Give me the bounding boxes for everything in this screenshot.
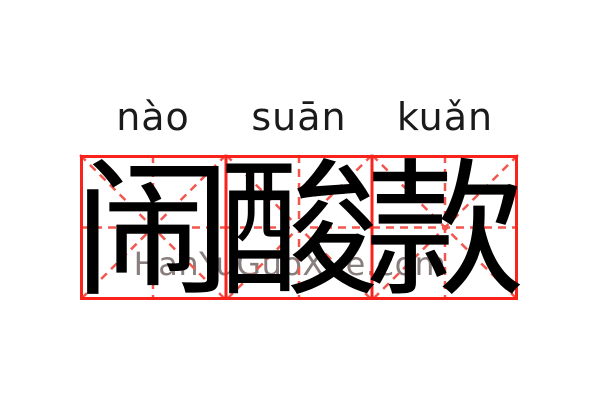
watermark-text: HanYuGuoXue.com (133, 245, 447, 283)
grid-outer-border (80, 155, 518, 300)
hanzi-character-1: 闹 (73, 145, 233, 317)
hanzi-cell-1: 闹 (73, 155, 233, 305)
pinyin-syllable-3: kuǎn (396, 95, 494, 139)
hanzi-character-2: 酸 (219, 145, 379, 317)
hanzi-cell-3: 款 (365, 155, 525, 305)
hanzi-cell-2: 酸 (219, 155, 379, 305)
pinyin-syllable-1: nào (116, 95, 190, 139)
mizige-grid-lines (79, 154, 519, 301)
hanzi-character-3: 款 (365, 145, 525, 317)
character-grid: HanYuGuoXue.com 闹 (73, 154, 525, 305)
pinyin-row: nào suān kuǎn (80, 90, 518, 140)
pinyin-syllable-2: suān (251, 95, 347, 139)
hanzi-row: 闹 酸 款 (73, 155, 525, 305)
